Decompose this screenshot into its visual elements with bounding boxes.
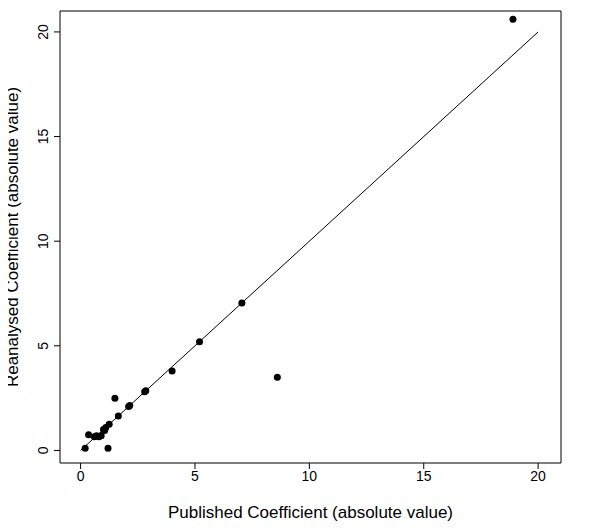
svg-text:Reanalysed Coefficient (absolu: Reanalysed Coefficient (absolute value) [8, 87, 22, 387]
svg-text:20: 20 [35, 24, 51, 40]
svg-text:Published Coefficient (absolut: Published Coefficient (absolute value) [168, 503, 453, 522]
svg-text:5: 5 [35, 342, 51, 350]
svg-text:10: 10 [302, 468, 318, 484]
svg-text:0: 0 [77, 468, 85, 484]
svg-text:15: 15 [35, 129, 51, 145]
svg-text:5: 5 [191, 468, 199, 484]
svg-text:20: 20 [530, 468, 546, 484]
svg-text:0: 0 [35, 446, 51, 454]
svg-text:10: 10 [35, 233, 51, 249]
svg-text:15: 15 [416, 468, 432, 484]
